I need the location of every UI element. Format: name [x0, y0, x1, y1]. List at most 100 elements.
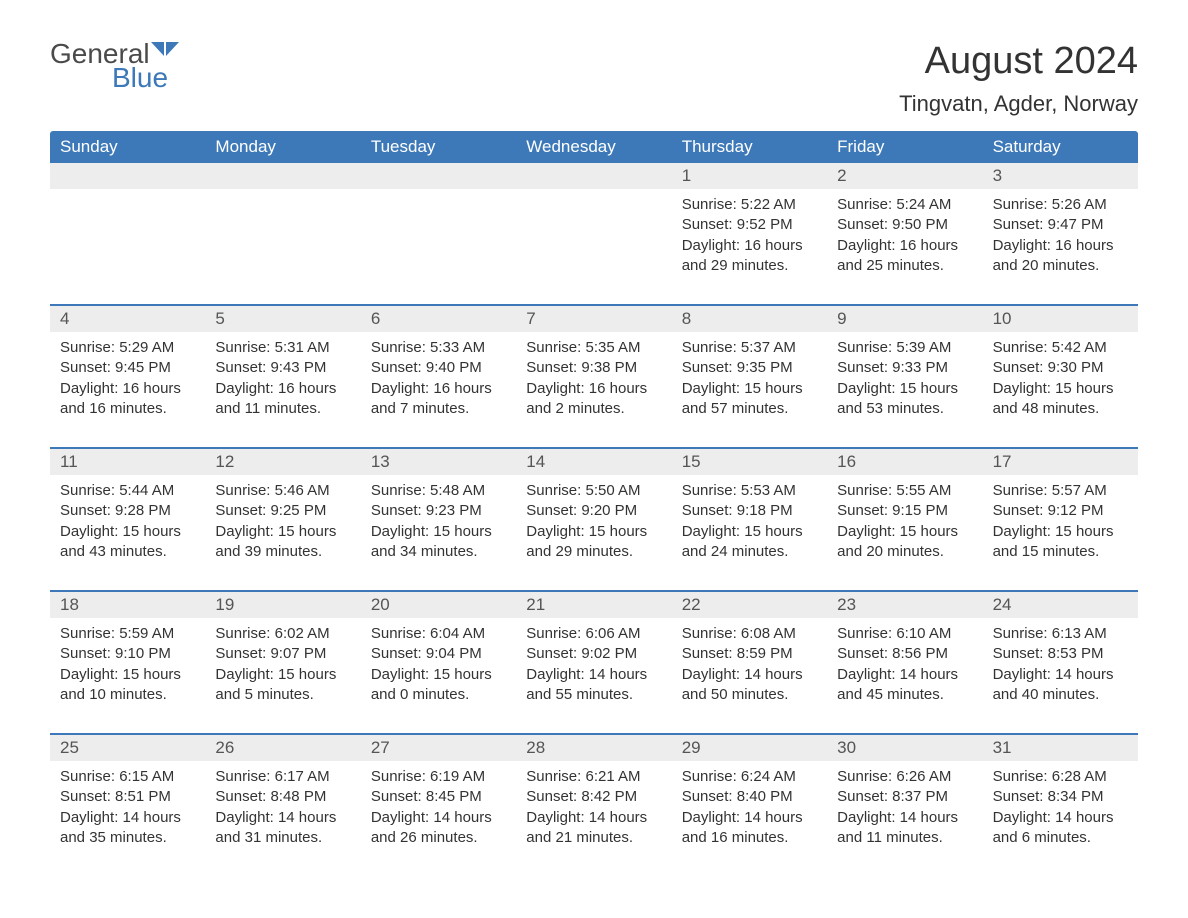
day-cell: Sunrise: 5:39 AMSunset: 9:33 PMDaylight:…: [827, 332, 982, 437]
day-number: 24: [983, 592, 1138, 618]
sunset-text: Sunset: 9:40 PM: [371, 358, 506, 378]
day-cell: Sunrise: 5:48 AMSunset: 9:23 PMDaylight:…: [361, 475, 516, 580]
sunrise-text: Sunrise: 6:06 AM: [526, 624, 661, 644]
daylight-text: Daylight: 15 hours: [371, 665, 506, 685]
sunrise-text: Sunrise: 5:31 AM: [215, 338, 350, 358]
day-number: 15: [672, 449, 827, 475]
day-cell: Sunrise: 5:29 AMSunset: 9:45 PMDaylight:…: [50, 332, 205, 437]
sunrise-text: Sunrise: 5:22 AM: [682, 195, 817, 215]
weeks-container: 123Sunrise: 5:22 AMSunset: 9:52 PMDaylig…: [50, 163, 1138, 866]
sunrise-text: Sunrise: 6:26 AM: [837, 767, 972, 787]
day-number: 21: [516, 592, 671, 618]
day-number: 11: [50, 449, 205, 475]
sunrise-text: Sunrise: 5:46 AM: [215, 481, 350, 501]
logo: General Blue: [50, 40, 180, 92]
day-cell: [205, 189, 360, 294]
sunrise-text: Sunrise: 6:28 AM: [993, 767, 1128, 787]
daylight-text: and 7 minutes.: [371, 399, 506, 419]
daylight-text: Daylight: 15 hours: [993, 522, 1128, 542]
daylight-text: and 55 minutes.: [526, 685, 661, 705]
day-number: 30: [827, 735, 982, 761]
sunrise-text: Sunrise: 5:50 AM: [526, 481, 661, 501]
day-number: 4: [50, 306, 205, 332]
sunset-text: Sunset: 9:10 PM: [60, 644, 195, 664]
day-cell: Sunrise: 6:19 AMSunset: 8:45 PMDaylight:…: [361, 761, 516, 866]
daylight-text: Daylight: 15 hours: [60, 665, 195, 685]
daylight-text: Daylight: 15 hours: [837, 379, 972, 399]
day-number: 22: [672, 592, 827, 618]
daylight-text: and 53 minutes.: [837, 399, 972, 419]
day-cell: Sunrise: 6:13 AMSunset: 8:53 PMDaylight:…: [983, 618, 1138, 723]
sunrise-text: Sunrise: 5:33 AM: [371, 338, 506, 358]
sunrise-text: Sunrise: 6:02 AM: [215, 624, 350, 644]
day-cell: Sunrise: 6:26 AMSunset: 8:37 PMDaylight:…: [827, 761, 982, 866]
week-row: 123Sunrise: 5:22 AMSunset: 9:52 PMDaylig…: [50, 163, 1138, 294]
day-number: 28: [516, 735, 671, 761]
sunrise-text: Sunrise: 6:17 AM: [215, 767, 350, 787]
day-cell: Sunrise: 5:22 AMSunset: 9:52 PMDaylight:…: [672, 189, 827, 294]
sunrise-text: Sunrise: 5:48 AM: [371, 481, 506, 501]
daylight-text: and 29 minutes.: [526, 542, 661, 562]
daylight-text: Daylight: 15 hours: [682, 522, 817, 542]
sunset-text: Sunset: 9:52 PM: [682, 215, 817, 235]
sunrise-text: Sunrise: 5:37 AM: [682, 338, 817, 358]
day-cell: Sunrise: 5:59 AMSunset: 9:10 PMDaylight:…: [50, 618, 205, 723]
week-row: 18192021222324Sunrise: 5:59 AMSunset: 9:…: [50, 590, 1138, 723]
daylight-text: and 11 minutes.: [215, 399, 350, 419]
daylight-text: and 26 minutes.: [371, 828, 506, 848]
sunset-text: Sunset: 9:33 PM: [837, 358, 972, 378]
sunset-text: Sunset: 8:45 PM: [371, 787, 506, 807]
daylight-text: and 25 minutes.: [837, 256, 972, 276]
daylight-text: and 21 minutes.: [526, 828, 661, 848]
day-number: 7: [516, 306, 671, 332]
day-cell: Sunrise: 5:31 AMSunset: 9:43 PMDaylight:…: [205, 332, 360, 437]
daylight-text: and 2 minutes.: [526, 399, 661, 419]
sunrise-text: Sunrise: 5:39 AM: [837, 338, 972, 358]
day-number: 8: [672, 306, 827, 332]
daylight-text: and 40 minutes.: [993, 685, 1128, 705]
daylight-text: and 0 minutes.: [371, 685, 506, 705]
day-cell: [50, 189, 205, 294]
page-header: General Blue August 2024 Tingvatn, Agder…: [50, 40, 1138, 117]
sunset-text: Sunset: 9:35 PM: [682, 358, 817, 378]
sunrise-text: Sunrise: 6:04 AM: [371, 624, 506, 644]
dow-cell: Thursday: [672, 131, 827, 163]
sunset-text: Sunset: 8:42 PM: [526, 787, 661, 807]
daylight-text: and 50 minutes.: [682, 685, 817, 705]
daylight-text: and 45 minutes.: [837, 685, 972, 705]
sunset-text: Sunset: 9:45 PM: [60, 358, 195, 378]
month-title: August 2024: [899, 40, 1138, 83]
day-number: 14: [516, 449, 671, 475]
daylight-text: Daylight: 16 hours: [837, 236, 972, 256]
sunset-text: Sunset: 9:02 PM: [526, 644, 661, 664]
day-cell: Sunrise: 6:24 AMSunset: 8:40 PMDaylight:…: [672, 761, 827, 866]
day-number: [205, 163, 360, 189]
sunset-text: Sunset: 8:59 PM: [682, 644, 817, 664]
daylight-text: and 5 minutes.: [215, 685, 350, 705]
daylight-text: Daylight: 14 hours: [682, 808, 817, 828]
daylight-text: and 6 minutes.: [993, 828, 1128, 848]
calendar: Sunday Monday Tuesday Wednesday Thursday…: [50, 131, 1138, 866]
daylight-text: Daylight: 15 hours: [837, 522, 972, 542]
daylight-text: Daylight: 16 hours: [526, 379, 661, 399]
day-cell: Sunrise: 5:46 AMSunset: 9:25 PMDaylight:…: [205, 475, 360, 580]
sunrise-text: Sunrise: 5:57 AM: [993, 481, 1128, 501]
dow-cell: Wednesday: [516, 131, 671, 163]
dow-cell: Monday: [205, 131, 360, 163]
daylight-text: Daylight: 16 hours: [993, 236, 1128, 256]
day-number: [50, 163, 205, 189]
week-row: 45678910Sunrise: 5:29 AMSunset: 9:45 PMD…: [50, 304, 1138, 437]
daylight-text: and 10 minutes.: [60, 685, 195, 705]
day-number: 17: [983, 449, 1138, 475]
sunrise-text: Sunrise: 5:26 AM: [993, 195, 1128, 215]
day-cell: Sunrise: 6:21 AMSunset: 8:42 PMDaylight:…: [516, 761, 671, 866]
daylight-text: Daylight: 16 hours: [371, 379, 506, 399]
daylight-text: Daylight: 15 hours: [993, 379, 1128, 399]
sunset-text: Sunset: 9:38 PM: [526, 358, 661, 378]
day-cell: Sunrise: 5:42 AMSunset: 9:30 PMDaylight:…: [983, 332, 1138, 437]
sunrise-text: Sunrise: 6:08 AM: [682, 624, 817, 644]
day-number: 23: [827, 592, 982, 618]
daylight-text: and 57 minutes.: [682, 399, 817, 419]
sunset-text: Sunset: 9:50 PM: [837, 215, 972, 235]
day-cell: Sunrise: 5:53 AMSunset: 9:18 PMDaylight:…: [672, 475, 827, 580]
